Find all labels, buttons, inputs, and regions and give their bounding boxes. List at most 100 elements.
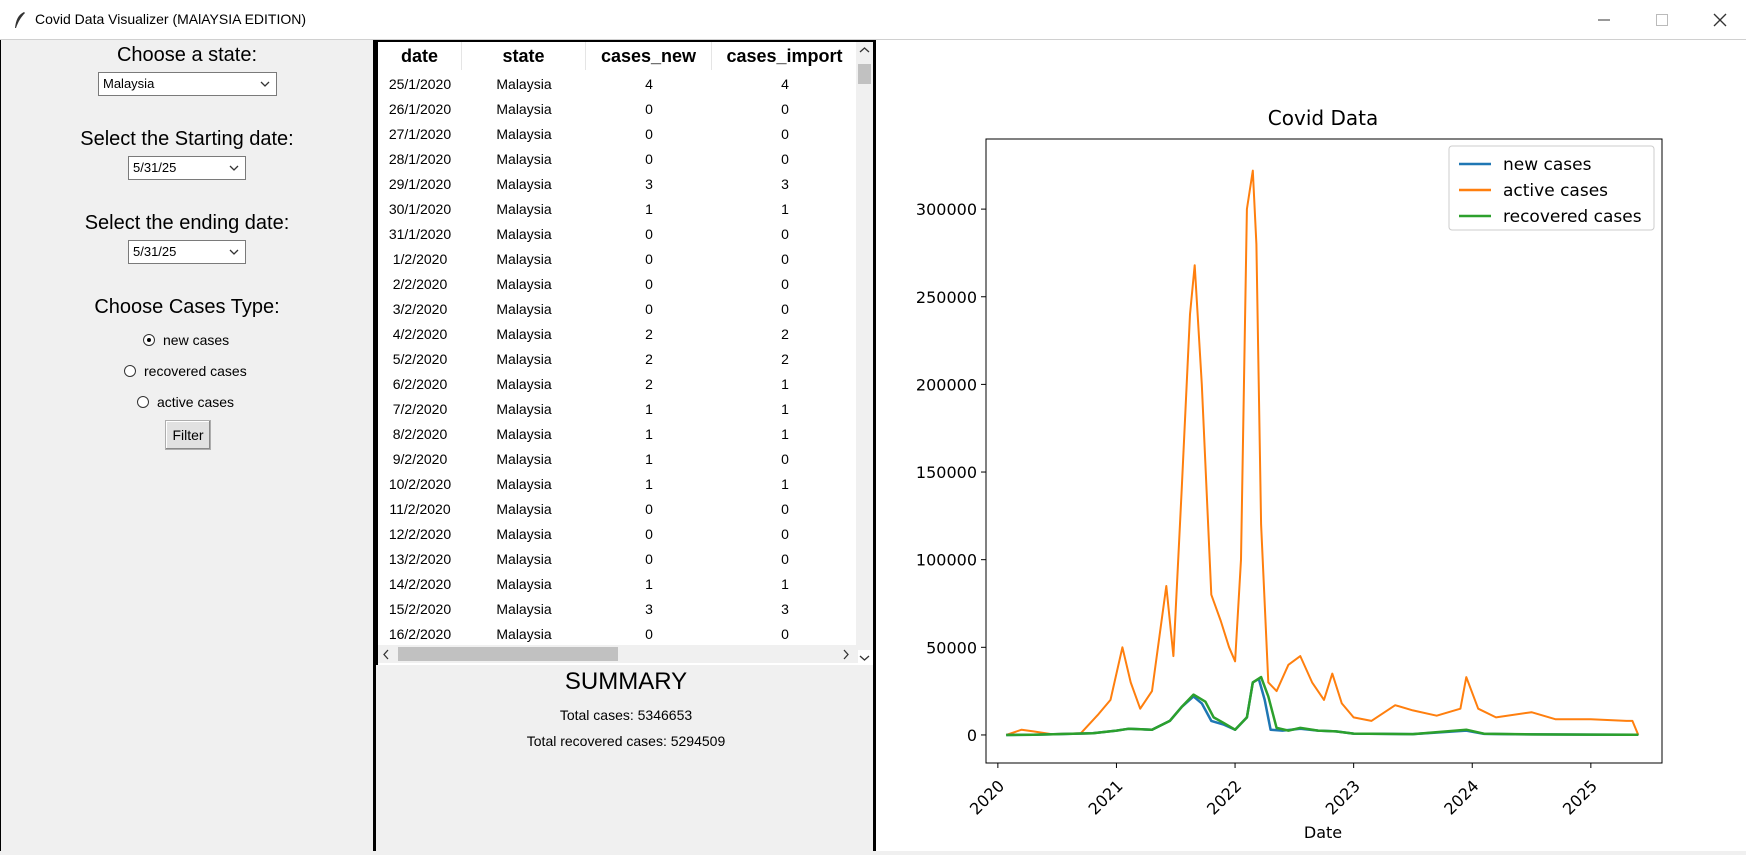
cell-date: 3/2/2020	[392, 301, 448, 317]
cell-state: Malaysia	[496, 451, 552, 467]
table-row[interactable]: 10/2/2020 Malaysia 1 1	[378, 472, 858, 497]
title-bar: Covid Data Visualizer (MAlAYSIA EDITION)	[0, 0, 1746, 40]
cell-cases-import: 3	[781, 176, 789, 192]
cell-state: Malaysia	[496, 576, 552, 592]
cell-state: Malaysia	[496, 101, 552, 117]
cell-cases-import: 1	[781, 401, 789, 417]
table-row[interactable]: 4/2/2020 Malaysia 2 2	[378, 322, 858, 347]
cell-date: 12/2/2020	[388, 526, 452, 542]
table-row[interactable]: 16/2/2020 Malaysia 0 0	[378, 622, 858, 647]
cell-cases-import: 0	[781, 301, 789, 317]
radio-recovered-cases[interactable]: recovered cases	[124, 363, 247, 379]
table-row[interactable]: 29/1/2020 Malaysia 3 3	[378, 172, 858, 197]
table-row[interactable]: 1/2/2020 Malaysia 0 0	[378, 247, 858, 272]
table-row[interactable]: 6/2/2020 Malaysia 2 1	[378, 372, 858, 397]
x-axis-label: Date	[1304, 823, 1342, 842]
cell-cases-new: 0	[645, 626, 653, 642]
cell-cases-import: 0	[781, 626, 789, 642]
end-date-label: Select the ending date:	[84, 212, 290, 234]
table-row[interactable]: 15/2/2020 Malaysia 3 3	[378, 597, 858, 622]
start-date-value: 5/31/25	[133, 160, 177, 175]
horizontal-scroll-thumb[interactable]	[398, 647, 618, 661]
cell-cases-import: 0	[781, 251, 789, 267]
cell-cases-new: 0	[645, 126, 653, 142]
table-row[interactable]: 2/2/2020 Malaysia 0 0	[378, 272, 858, 297]
cell-cases-import: 0	[781, 101, 789, 117]
radio-active-cases[interactable]: active cases	[137, 394, 234, 410]
horizontal-scrollbar[interactable]	[378, 645, 858, 663]
table-row[interactable]: 25/1/2020 Malaysia 4 4	[378, 72, 858, 97]
table-row[interactable]: 7/2/2020 Malaysia 1 1	[378, 397, 858, 422]
cell-date: 26/1/2020	[388, 101, 452, 117]
start-date-picker[interactable]: 5/31/25	[128, 156, 246, 180]
cell-state: Malaysia	[496, 176, 552, 192]
y-tick-label: 0	[967, 726, 977, 745]
feather-icon	[15, 12, 25, 28]
cell-cases-import: 1	[781, 576, 789, 592]
column-header-cases-new[interactable]: cases_new	[586, 42, 712, 70]
cell-cases-import: 1	[781, 426, 789, 442]
table-row[interactable]: 30/1/2020 Malaysia 1 1	[378, 197, 858, 222]
radio-new-cases[interactable]: new cases	[143, 332, 229, 348]
cell-date: 5/2/2020	[392, 351, 448, 367]
table-row[interactable]: 9/2/2020 Malaysia 1 0	[378, 447, 858, 472]
state-select[interactable]: Malaysia	[98, 72, 277, 96]
column-header-date[interactable]: date	[378, 42, 462, 70]
cell-cases-new: 0	[645, 276, 653, 292]
table-row[interactable]: 28/1/2020 Malaysia 0 0	[378, 147, 858, 172]
cell-date: 25/1/2020	[388, 76, 452, 92]
table-row[interactable]: 27/1/2020 Malaysia 0 0	[378, 122, 858, 147]
table-row[interactable]: 3/2/2020 Malaysia 0 0	[378, 297, 858, 322]
table-row[interactable]: 14/2/2020 Malaysia 1 1	[378, 572, 858, 597]
cell-cases-new: 1	[645, 426, 653, 442]
table-row[interactable]: 5/2/2020 Malaysia 2 2	[378, 347, 858, 372]
cell-cases-new: 2	[645, 351, 653, 367]
cell-state: Malaysia	[496, 126, 552, 142]
x-tick-label: 2022	[1203, 776, 1245, 818]
cell-cases-new: 1	[645, 476, 653, 492]
x-axis: 2020 2021 2022 2023 2024 2025	[966, 763, 1601, 819]
summary-title: SUMMARY	[564, 668, 688, 695]
cell-date: 30/1/2020	[388, 201, 452, 217]
cell-state: Malaysia	[496, 351, 552, 367]
filter-button[interactable]: Filter	[165, 420, 211, 450]
cell-cases-import: 2	[781, 351, 789, 367]
vertical-scroll-thumb[interactable]	[858, 64, 871, 84]
end-date-picker[interactable]: 5/31/25	[128, 240, 246, 264]
cell-cases-new: 3	[645, 601, 653, 617]
table-row[interactable]: 31/1/2020 Malaysia 0 0	[378, 222, 858, 247]
cell-cases-new: 0	[645, 551, 653, 567]
table-row[interactable]: 26/1/2020 Malaysia 0 0	[378, 97, 858, 122]
data-table[interactable]: date state cases_new cases_import 25/1/2…	[376, 40, 873, 665]
cell-state: Malaysia	[496, 326, 552, 342]
table-row[interactable]: 8/2/2020 Malaysia 1 1	[378, 422, 858, 447]
y-tick-label: 200000	[916, 375, 977, 394]
series-line-new-cases	[1006, 677, 1639, 737]
scroll-right-icon	[843, 649, 849, 660]
cell-state: Malaysia	[496, 76, 552, 92]
chevron-down-icon	[229, 249, 239, 255]
cell-cases-import: 1	[781, 476, 789, 492]
cell-cases-import: 0	[781, 126, 789, 142]
table-row[interactable]: 13/2/2020 Malaysia 0 0	[378, 547, 858, 572]
table-row[interactable]: 12/2/2020 Malaysia 0 0	[378, 522, 858, 547]
state-label: Choose a state:	[116, 44, 258, 66]
column-header-state[interactable]: state	[462, 42, 586, 70]
close-icon	[1713, 13, 1727, 27]
cell-cases-import: 1	[781, 376, 789, 392]
cell-cases-new: 3	[645, 176, 653, 192]
close-button[interactable]	[1691, 0, 1746, 40]
column-header-cases-import[interactable]: cases_import	[712, 42, 858, 70]
cell-date: 9/2/2020	[392, 451, 448, 467]
table-row[interactable]: 11/2/2020 Malaysia 0 0	[378, 497, 858, 522]
state-select-value: Malaysia	[103, 76, 155, 91]
cell-state: Malaysia	[496, 626, 552, 642]
maximize-button[interactable]	[1633, 0, 1691, 40]
y-tick-label: 250000	[916, 288, 977, 307]
y-tick-label: 150000	[916, 463, 977, 482]
minimize-button[interactable]	[1575, 0, 1633, 40]
vertical-scrollbar[interactable]	[856, 42, 873, 661]
cell-date: 10/2/2020	[388, 476, 452, 492]
cell-cases-import: 2	[781, 326, 789, 342]
radio-label: new cases	[163, 332, 230, 348]
